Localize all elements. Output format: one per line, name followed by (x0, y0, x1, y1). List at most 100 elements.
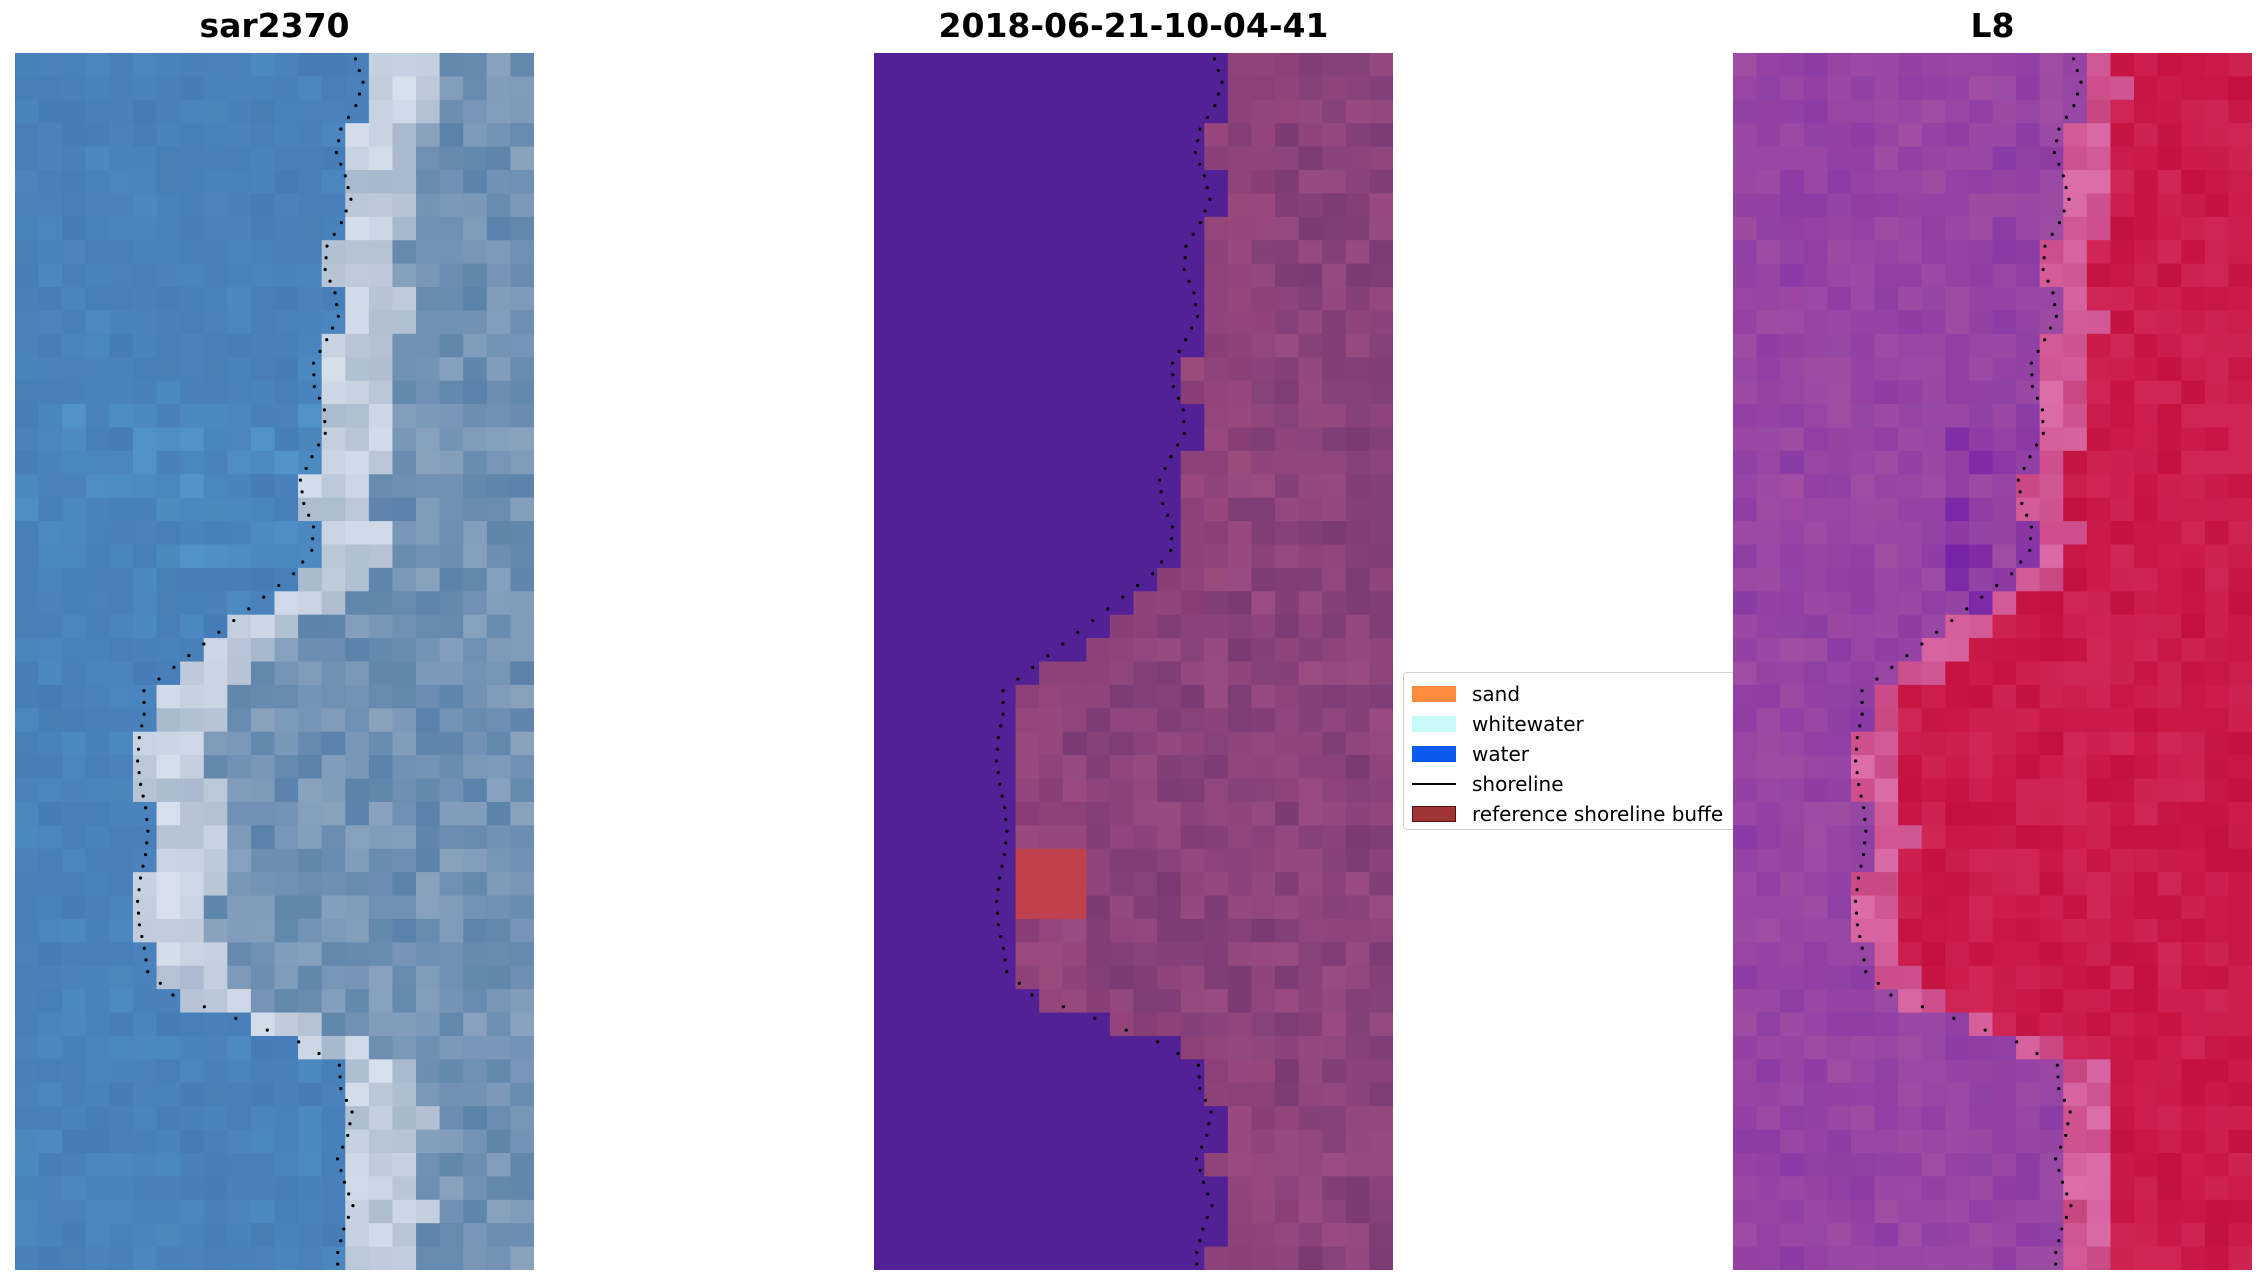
pixel (227, 240, 252, 265)
pixel (62, 778, 87, 803)
pixel (132, 357, 158, 382)
pixel (1157, 755, 1182, 780)
pixel (62, 357, 87, 382)
pixel (15, 872, 40, 897)
pixel (1062, 708, 1087, 733)
pixel (298, 591, 323, 616)
pixel (463, 1223, 488, 1248)
pixel (1157, 193, 1182, 218)
pixel (1039, 638, 1064, 663)
shoreline-point (1213, 104, 1217, 108)
whitewater-swatch (1412, 716, 1456, 732)
pixel (62, 918, 87, 943)
pixel (2134, 357, 2159, 382)
pixel (2039, 216, 2064, 241)
shoreline-point (304, 466, 308, 471)
pixel (439, 965, 464, 990)
pixel (2181, 240, 2206, 265)
pixel (1921, 755, 1946, 780)
pixel (321, 123, 346, 148)
pixel (897, 778, 922, 803)
pixel (1133, 661, 1158, 686)
pixel (274, 1176, 299, 1201)
pixel (2063, 755, 2088, 780)
pixel (2181, 123, 2206, 148)
pixel (2181, 170, 2206, 195)
pixel (2016, 1035, 2041, 1060)
pixel (486, 53, 512, 78)
pixel (486, 1223, 512, 1248)
pixel (463, 567, 488, 592)
pixel (463, 942, 488, 967)
pixel (1733, 1082, 1758, 1107)
pixel (227, 333, 252, 358)
pixel (1874, 1035, 1899, 1060)
pixel (1109, 1059, 1135, 1084)
pixel (416, 1035, 441, 1060)
pixel (1992, 216, 2017, 241)
pixel (156, 123, 181, 148)
pixel (991, 567, 1017, 592)
pixel (439, 895, 464, 920)
pixel (1109, 778, 1135, 803)
pixel (1369, 1106, 1393, 1131)
pixel (2039, 450, 2064, 475)
pixel (1874, 216, 1899, 241)
pixel (991, 1199, 1017, 1224)
pixel (2134, 684, 2159, 709)
pixel (1945, 404, 1970, 429)
pixel (85, 427, 110, 452)
pixel (38, 638, 63, 663)
pixel (1275, 240, 1300, 265)
pixel (2016, 801, 2041, 826)
pixel (250, 380, 276, 405)
shoreline-point (1176, 396, 1180, 400)
pixel (1968, 801, 1994, 826)
shoreline-point (1203, 209, 1207, 213)
pixel (345, 1223, 370, 1248)
pixel (250, 1012, 276, 1037)
shoreline-point (2059, 1145, 2063, 1149)
pixel (180, 170, 205, 195)
pixel (1780, 521, 1805, 546)
pixel (1157, 942, 1182, 967)
pixel (874, 1223, 899, 1248)
pixel (1921, 216, 1946, 241)
pixel (439, 684, 464, 709)
pixel (2181, 965, 2206, 990)
pixel (227, 872, 252, 897)
pixel (109, 287, 134, 312)
pixel (1827, 1082, 1852, 1107)
pixel (2039, 76, 2064, 101)
pixel (132, 1176, 158, 1201)
shoreline-point (1161, 501, 1165, 506)
pixel (1039, 427, 1064, 452)
pixel (1157, 801, 1182, 826)
shoreline-point (202, 1005, 206, 1009)
pixel (321, 661, 346, 686)
pixel (1733, 521, 1758, 546)
pixel (2228, 825, 2252, 850)
pixel (2039, 614, 2064, 639)
pixel (944, 123, 969, 148)
pixel (1109, 474, 1135, 499)
shoreline-point (1952, 1016, 1956, 1021)
pixel (227, 684, 252, 709)
pixel (15, 1035, 40, 1060)
pixel (203, 287, 228, 312)
pixel (944, 357, 969, 382)
pixel (1227, 778, 1253, 803)
pixel (368, 755, 394, 780)
pixel (227, 965, 252, 990)
pixel (1227, 1246, 1253, 1270)
pixel (2086, 684, 2112, 709)
pixel (1062, 1223, 1087, 1248)
pixel (85, 1012, 110, 1037)
pixel (1062, 427, 1087, 452)
pixel (1180, 521, 1205, 546)
pixel (1850, 848, 1876, 873)
pixel (486, 287, 512, 312)
pixel (1898, 450, 1923, 475)
shoreline-point (1920, 642, 1924, 646)
pixel (1945, 895, 1970, 920)
